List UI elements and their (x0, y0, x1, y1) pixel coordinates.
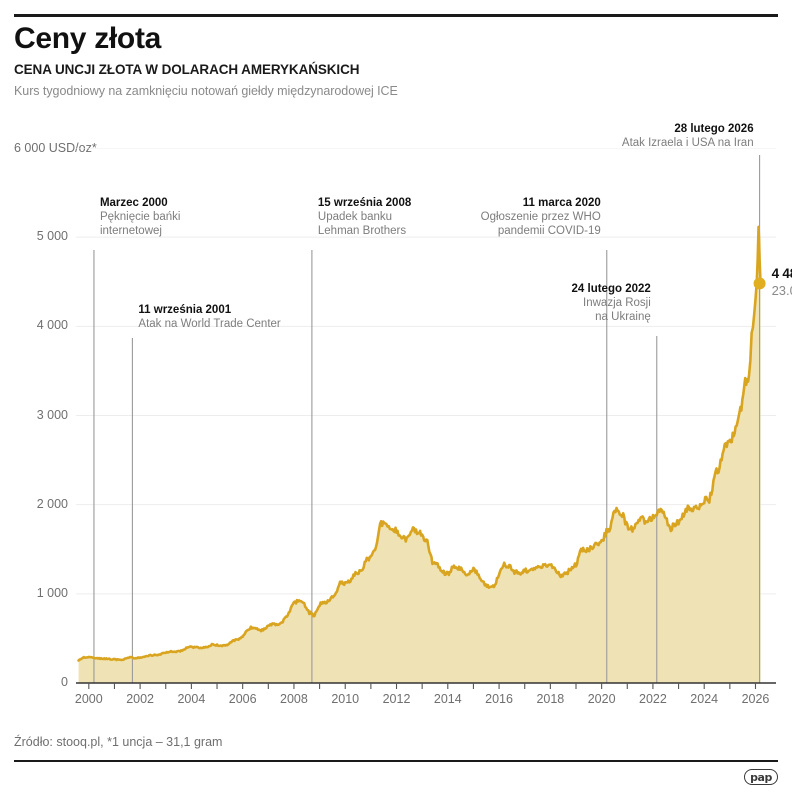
x-axis-tick-2000: 2000 (74, 692, 103, 706)
event-description-line: Atak na World Trade Center (138, 318, 281, 331)
event-description-line: internetowej (99, 225, 162, 238)
event-description-line: Atak Izraela i USA na Iran (621, 137, 754, 150)
event-date: 28 lutego 2026 (674, 123, 754, 135)
source-note: Źródło: stooq.pl, *1 uncja – 31,1 gram (14, 735, 223, 749)
x-axis-tick-2012: 2012 (382, 692, 411, 706)
event-date: 11 marca 2020 (522, 197, 601, 209)
event-description-line: na Ukrainę (595, 311, 651, 324)
gold-price-chart (76, 148, 776, 689)
event-annotation: 24 lutego 2022 Inwazja Rosji na Ukrainę (572, 282, 651, 325)
x-axis-tick-2018: 2018 (536, 692, 565, 706)
endpoint-date: 23.03.2026 (771, 283, 792, 299)
x-axis-tick-2004: 2004 (177, 692, 206, 706)
y-axis-tick-labels: 0 1 000 2 000 3 000 4 000 5 000 (0, 0, 68, 792)
y-axis-tick-3000: 3 000 (36, 407, 68, 422)
event-description-line: Pęknięcie bańki (99, 211, 181, 224)
x-axis-tick-2020: 2020 (587, 692, 616, 706)
y-axis-tick-5000: 5 000 (36, 229, 68, 244)
top-divider (14, 14, 778, 17)
page-subtitle: CENA UNCJI ZŁOTA W DOLARACH AMERYKAŃSKIC… (14, 62, 360, 77)
event-description-line: pandemii COVID-19 (497, 225, 601, 238)
x-axis-tick-2006: 2006 (228, 692, 257, 706)
event-description-line: Ogłoszenie przez WHO (480, 211, 601, 224)
x-axis-tick-2010: 2010 (331, 692, 360, 706)
x-axis-tick-2026: 2026 (741, 692, 770, 706)
event-description-line: Upadek banku (317, 211, 393, 224)
event-date: 15 września 2008 (317, 197, 412, 209)
y-axis-tick-1000: 1 000 (36, 585, 68, 600)
event-annotation: 11 marca 2020 Ogłoszenie przez WHO pandemi… (481, 196, 601, 239)
page-title: Ceny złota (14, 22, 162, 55)
event-annotation: 28 lutego 2026 Atak Izraela i USA na Iran (622, 122, 754, 150)
event-date: 24 lutego 2022 (571, 283, 651, 295)
series-area-fill (78, 226, 761, 684)
event-annotation: 11 września 2001 Atak na World Trade Cent… (138, 303, 280, 331)
endpoint-value: 4 481 USD (771, 266, 792, 282)
event-description-line: Inwazja Rosji (583, 297, 651, 310)
x-axis-tick-2024: 2024 (690, 692, 719, 706)
bottom-divider (14, 760, 778, 762)
event-date: Marzec 2000 (99, 197, 168, 209)
event-annotation: 15 września 2008 Upadek banku Lehman Broth… (318, 196, 411, 239)
y-axis-tick-2000: 2 000 (36, 496, 68, 511)
event-annotation: Marzec 2000 Pęknięcie bańki internetowej (100, 196, 181, 239)
page-description: Kurs tygodniowy na zamknięciu notowań gi… (14, 84, 398, 98)
series-line (77, 225, 762, 662)
endpoint-label: 4 481 USD 23.03.2026 (772, 266, 792, 298)
x-axis-tick-2022: 2022 (639, 692, 667, 706)
x-axis-tick-2014: 2014 (433, 692, 462, 706)
event-date: 11 września 2001 (138, 304, 232, 316)
x-axis-tick-2002: 2002 (126, 692, 154, 706)
endpoint-marker (753, 277, 766, 290)
y-axis-unit-label: 6 000 USD/oz* (14, 141, 97, 155)
chart-canvas (76, 148, 776, 689)
event-description-line: Lehman Brothers (317, 225, 407, 238)
y-axis-tick-0: 0 (61, 675, 68, 689)
y-axis-tick-4000: 4 000 (36, 318, 68, 333)
x-axis-tick-2008: 2008 (280, 692, 308, 706)
x-axis-tick-2016: 2016 (485, 692, 513, 706)
pap-logo: pap (744, 769, 778, 785)
